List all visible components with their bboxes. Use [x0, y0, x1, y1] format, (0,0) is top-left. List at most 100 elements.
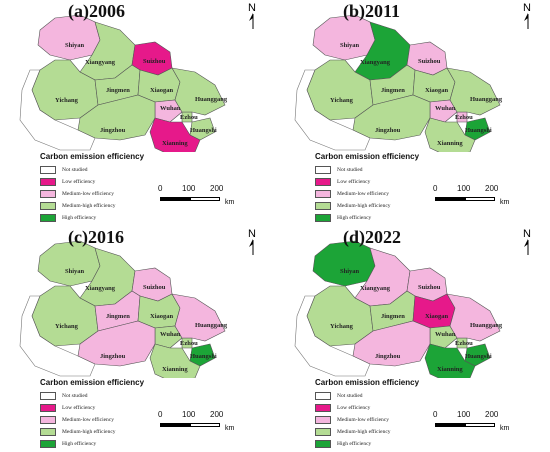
city-label-xiaogan: Xiaogan: [425, 313, 449, 320]
city-label-wuhan: Wuhan: [160, 105, 181, 112]
scale-bar: 0 100 200 km: [158, 184, 258, 214]
city-label-wuhan: Wuhan: [435, 331, 456, 338]
legend-swatch: [40, 428, 56, 436]
city-label-suizhou: Suizhou: [418, 58, 441, 65]
city-label-jingmen: Jingmen: [106, 87, 130, 94]
legend-swatch: [40, 392, 56, 400]
legend-swatch: [315, 404, 331, 412]
legend-swatch: [315, 202, 331, 210]
map-panel-a: Shiyan Xiangyang Suizhou Yichang Jingmen Xiao…: [0, 0, 275, 226]
legend-swatch: [40, 214, 56, 222]
city-label-wuhan: Wuhan: [435, 105, 456, 112]
legend-title: Carbon emission efficiency: [40, 152, 145, 161]
legend-swatch: [40, 178, 56, 186]
north-arrow-icon: N: [245, 228, 261, 256]
legend-label: Medium-low efficiency: [337, 191, 389, 197]
north-arrow-icon: N: [520, 228, 536, 256]
city-label-jingzhou: Jingzhou: [100, 353, 126, 360]
legend-label: Medium-high efficiency: [337, 429, 391, 435]
scale-tick: 100: [182, 184, 196, 193]
legend-item: High efficiency: [315, 438, 435, 450]
legend-title: Carbon emission efficiency: [315, 152, 420, 161]
legend-item: High efficiency: [40, 438, 160, 450]
city-label-xiangyang: Xiangyang: [85, 59, 116, 66]
region-huangshi: [189, 117, 216, 141]
map-svg: Shiyan Xiangyang Suizhou Yichang Jingmen Xiao…: [19, 240, 228, 378]
north-arrow-icon: N: [245, 2, 261, 30]
panel-title: (a)2006: [68, 1, 125, 21]
legend: Carbon emission efficiency Not studied Low…: [315, 152, 435, 224]
city-label-jingmen: Jingmen: [381, 87, 405, 94]
region-xianning: [424, 117, 476, 152]
legend-item: High efficiency: [40, 212, 160, 224]
scale-tick: 100: [457, 184, 471, 193]
legend-label: Medium-low efficiency: [337, 417, 389, 423]
city-label-suizhou: Suizhou: [143, 284, 166, 291]
legend: Carbon emission efficiency Not studied Low…: [40, 152, 160, 224]
legend-label: Low efficiency: [337, 179, 371, 185]
scale-unit: km: [500, 425, 510, 432]
map-svg: Shiyan Xiangyang Suizhou Yichang Jingmen Xiao…: [294, 14, 503, 152]
scale-tick: 100: [457, 410, 471, 419]
city-label-jingzhou: Jingzhou: [100, 127, 126, 134]
legend-swatch: [315, 214, 331, 222]
legend-label: Medium-high efficiency: [62, 203, 116, 209]
legend-label: Not studied: [337, 393, 363, 399]
city-label-huangshi: Huangshi: [190, 127, 217, 134]
scale-bar: 0 100 200 km: [433, 410, 533, 440]
scale-unit: km: [500, 199, 510, 206]
city-label-xianning: Xianning: [162, 366, 188, 373]
legend-label: Not studied: [62, 393, 88, 399]
city-label-yichang: Yichang: [330, 97, 354, 104]
scale-tick: 100: [182, 410, 196, 419]
legend-item: Not studied: [40, 164, 160, 176]
region-xianning: [149, 343, 201, 378]
region-huanggang: [446, 293, 501, 342]
city-label-huanggang: Huanggang: [195, 96, 228, 103]
city-label-jingmen: Jingmen: [381, 313, 405, 320]
legend-swatch: [40, 190, 56, 198]
legend-label: Medium-low efficiency: [62, 417, 114, 423]
city-label-ezhou: Ezhou: [455, 340, 473, 347]
panel-title: (d)2022: [343, 227, 401, 247]
city-label-shiyan: Shiyan: [340, 268, 360, 275]
scale-segment: [465, 197, 495, 201]
city-label-huangshi: Huangshi: [190, 353, 217, 360]
region-huangshi: [464, 117, 491, 141]
scale-tick: 200: [210, 184, 224, 193]
city-label-xiangyang: Xiangyang: [360, 285, 391, 292]
legend-swatch: [315, 428, 331, 436]
city-label-xianning: Xianning: [437, 140, 463, 147]
legend: Carbon emission efficiency Not studied Low…: [40, 378, 160, 450]
legend-item: Not studied: [315, 390, 435, 402]
legend-item: Medium-low efficiency: [315, 188, 435, 200]
panel-title: (b)2011: [343, 1, 401, 21]
map-panel-c: Shiyan Xiangyang Suizhou Yichang Jingmen Xiao…: [0, 226, 275, 452]
legend-swatch: [315, 416, 331, 424]
region-huangshi: [189, 343, 216, 367]
scale-tick: 200: [210, 410, 224, 419]
legend-item: Medium-high efficiency: [40, 200, 160, 212]
scale-tick: 200: [485, 184, 499, 193]
scale-unit: km: [225, 199, 235, 206]
city-label-xianning: Xianning: [437, 366, 463, 373]
legend-item: Not studied: [40, 390, 160, 402]
city-label-yichang: Yichang: [55, 323, 79, 330]
legend-swatch: [315, 392, 331, 400]
legend-item: Medium-high efficiency: [40, 426, 160, 438]
city-label-xiaogan: Xiaogan: [150, 313, 174, 320]
region-huanggang: [171, 67, 226, 116]
city-label-shiyan: Shiyan: [65, 268, 85, 275]
map-svg: Shiyan Xiangyang Suizhou Yichang Jingmen Xiao…: [19, 14, 228, 152]
city-label-ezhou: Ezhou: [180, 340, 198, 347]
legend-swatch: [315, 166, 331, 174]
legend-label: Low efficiency: [337, 405, 371, 411]
legend-swatch: [40, 440, 56, 448]
city-label-xiangyang: Xiangyang: [360, 59, 391, 66]
scale-bar: 0 100 200 km: [433, 184, 533, 214]
legend-title: Carbon emission efficiency: [315, 378, 420, 387]
legend-item: Medium-low efficiency: [40, 188, 160, 200]
legend-label: Medium-high efficiency: [62, 429, 116, 435]
scale-tick: 0: [158, 410, 163, 419]
legend-label: High efficiency: [337, 215, 372, 221]
